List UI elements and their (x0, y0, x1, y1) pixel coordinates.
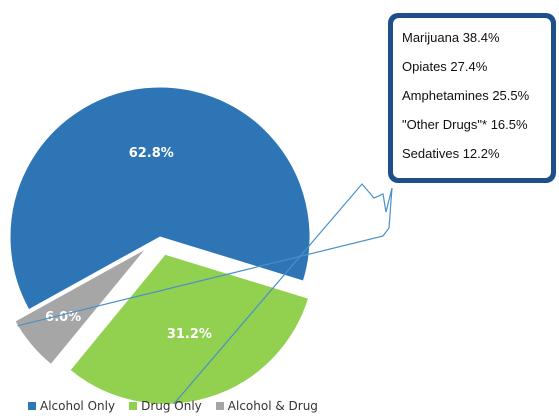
legend-label-drug-only: Drug Only (141, 399, 202, 413)
drug-item-marijuana: Marijuana 38.4% (402, 30, 500, 45)
legend-label-alcohol-only: Alcohol Only (40, 399, 116, 413)
legend-swatch-drug-only (129, 402, 138, 410)
legend-swatch-alcohol-only (28, 402, 36, 410)
legend-item-alcohol-and-drug: Alcohol & Drug (215, 399, 318, 413)
pie-slice-alcohol-and-drug (14, 248, 147, 366)
drug-breakdown-list: Marijuana 38.4% Opiates 27.4% Amphetamin… (393, 18, 551, 178)
drug-item-other-drugs: "Other Drugs"* 16.5% (402, 117, 528, 132)
slice-label-alcohol-and-drug: 6.0% (45, 310, 81, 325)
chart-legend: Alcohol Only Drug Only Alcohol & Drug (28, 399, 318, 413)
drug-item-opiates: Opiates 27.4% (402, 59, 488, 74)
slice-label-alcohol-only: 62.8% (129, 146, 174, 161)
legend-label-alcohol-and-drug: Alcohol & Drug (227, 399, 318, 413)
slice-label-drug-only: 31.2% (167, 327, 212, 342)
drug-item-amphetamines: Amphetamines 25.5% (402, 88, 530, 103)
legend-item-alcohol-only: Alcohol Only (28, 399, 115, 413)
pie-slice-drug-only (69, 253, 310, 405)
pie-slice-alcohol-only (9, 86, 311, 311)
legend-swatch-alcohol-and-drug (215, 402, 224, 410)
legend-item-drug-only: Drug Only (129, 399, 202, 413)
callout-connector (17, 183, 393, 405)
drug-breakdown-box: Marijuana 38.4% Opiates 27.4% Amphetamin… (388, 13, 556, 183)
drug-item-sedatives: Sedatives 12.2% (402, 146, 500, 161)
